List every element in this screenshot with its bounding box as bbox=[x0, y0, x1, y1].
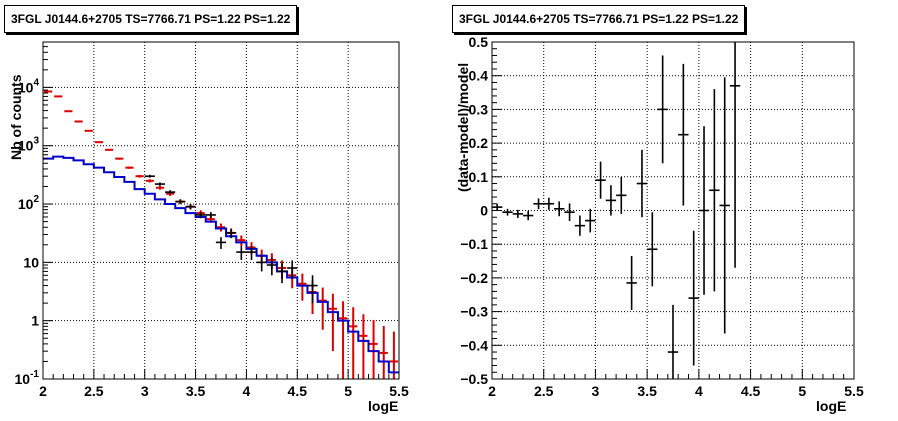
x-tick-label: 2 bbox=[39, 383, 47, 399]
y-tick-label: 10-1 bbox=[15, 369, 40, 387]
y-tick-label: 0.1 bbox=[469, 169, 489, 185]
x-tick-label: 2 bbox=[488, 383, 496, 399]
right-plot-title: 3FGL J0144.6+2705 TS=7766.71 PS=1.22 PS=… bbox=[452, 5, 746, 33]
y-tick-label: 102 bbox=[18, 194, 40, 212]
y-tick-label: −0.2 bbox=[460, 270, 488, 286]
x-tick-label: 2.5 bbox=[84, 383, 104, 399]
x-tick-label: 5.5 bbox=[844, 383, 864, 399]
y-tick-label: 0.2 bbox=[469, 135, 489, 151]
y-tick-label: 10 bbox=[23, 254, 39, 270]
left-plot-title: 3FGL J0144.6+2705 TS=7766.71 PS=1.22 PS=… bbox=[4, 5, 298, 33]
x-tick-label: 4.5 bbox=[741, 383, 761, 399]
x-tick-label: 3.5 bbox=[637, 383, 657, 399]
model-source-line bbox=[43, 155, 399, 374]
residuals-chart: 2 2.5 3 3.5 4 4.5 5 5.5 −0.5 −0.4 −0.3 −0.2 −0.1 0 0.1… bbox=[460, 34, 864, 399]
right-y-axis-label: (data-model)/model bbox=[455, 62, 471, 192]
x-tick-label: 5 bbox=[344, 383, 352, 399]
y-tick-label: 0.5 bbox=[469, 34, 489, 50]
x-tick-label: 3 bbox=[141, 383, 149, 399]
left-y-axis-label: Nb of counts bbox=[8, 74, 24, 160]
x-tick-label: 4.5 bbox=[288, 383, 308, 399]
y-tick-label: −0.5 bbox=[460, 371, 488, 387]
right-plot-pad: 2 2.5 3 3.5 4 4.5 5 5.5 −0.5 −0.4 −0.3 −0.2 −0.1 0 0.1… bbox=[449, 0, 898, 421]
counts-spectrum-chart: 2 2.5 3 3.5 4 4.5 5 5.5 10-1 1 10 102 103 104 bbox=[15, 41, 409, 399]
x-tick-label: 2.5 bbox=[534, 383, 554, 399]
y-tick-label: 104 bbox=[18, 77, 40, 95]
x-tick-label: 5.5 bbox=[389, 383, 409, 399]
x-tick-label: 4 bbox=[695, 383, 703, 399]
x-tick-label: 3 bbox=[592, 383, 600, 399]
x-tick-label: 3.5 bbox=[186, 383, 206, 399]
x-tick-label: 5 bbox=[798, 383, 806, 399]
y-tick-label: −0.3 bbox=[460, 304, 488, 320]
y-tick-label: −0.4 bbox=[460, 337, 488, 353]
left-x-axis-label: logE bbox=[368, 398, 399, 414]
x-tick-label: 4 bbox=[243, 383, 251, 399]
y-tick-label: 0.4 bbox=[469, 68, 489, 84]
y-tick-label: 1 bbox=[31, 313, 39, 329]
y-tick-label: 103 bbox=[18, 136, 40, 154]
plot-area bbox=[43, 42, 399, 379]
plot-frame bbox=[42, 41, 400, 380]
right-x-axis-label: logE bbox=[816, 398, 847, 414]
left-plot-pad: 2 2.5 3 3.5 4 4.5 5 5.5 10-1 1 10 102 103 104 3FGL J0… bbox=[4, 5, 409, 414]
y-tick-label: 0 bbox=[480, 203, 488, 219]
y-tick-label: 0.3 bbox=[469, 101, 489, 117]
y-tick-label: −0.1 bbox=[460, 236, 488, 252]
